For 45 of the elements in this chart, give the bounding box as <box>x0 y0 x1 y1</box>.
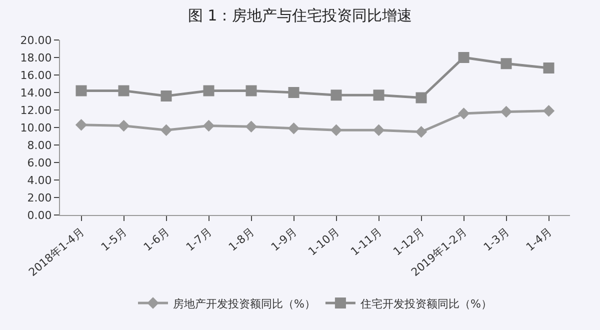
point <box>203 85 214 96</box>
y-tick-label: 12.00 <box>20 104 52 117</box>
x-tick-label: 1-7月 <box>184 225 214 254</box>
y-tick-label: 10.00 <box>20 121 52 134</box>
point <box>202 120 215 132</box>
x-tick-label: 1-8月 <box>226 225 257 254</box>
y-tick-label: 18.00 <box>20 51 52 64</box>
x-tick-label: 1-3月 <box>481 225 512 254</box>
point <box>500 58 512 70</box>
point <box>542 105 555 117</box>
point <box>543 62 554 74</box>
y-tick-label: 20.00 <box>20 34 52 47</box>
point <box>160 90 172 102</box>
point <box>76 85 87 96</box>
point <box>246 85 257 96</box>
point <box>330 90 342 101</box>
x-tick-label: 1-9月 <box>268 225 300 254</box>
point <box>118 120 130 132</box>
point <box>160 124 172 136</box>
point <box>500 106 512 118</box>
x-tick-label: 1-4月 <box>524 225 554 254</box>
y-tick-label: 2.00 <box>27 191 52 204</box>
point <box>416 92 427 104</box>
y-tick-label: 6.00 <box>27 156 52 170</box>
point <box>373 90 384 101</box>
point <box>372 124 385 136</box>
point <box>75 119 88 131</box>
y-tick-label: 8.00 <box>27 138 52 152</box>
legend-label: 房地产开发投资额同比（%） <box>173 297 316 310</box>
y-tick-label: 16.00 <box>20 68 52 82</box>
point <box>458 108 470 120</box>
point <box>415 126 428 138</box>
y-tick-label: 4.00 <box>27 174 52 187</box>
point <box>245 120 258 132</box>
legend-label: 住宅开发投资额同比（%） <box>360 297 492 310</box>
x-tick-label: 1-6月 <box>141 225 172 254</box>
point <box>458 52 470 63</box>
y-tick-label: 14.00 <box>20 86 52 100</box>
point <box>118 85 130 96</box>
y-tick-label: 0.00 <box>27 208 52 222</box>
point <box>330 124 342 136</box>
chart-title: 图 1：房地产与住宅投资同比增速 <box>188 6 412 24</box>
point <box>288 87 300 98</box>
x-tick-label: 1-5月 <box>98 225 130 254</box>
point <box>288 122 300 134</box>
